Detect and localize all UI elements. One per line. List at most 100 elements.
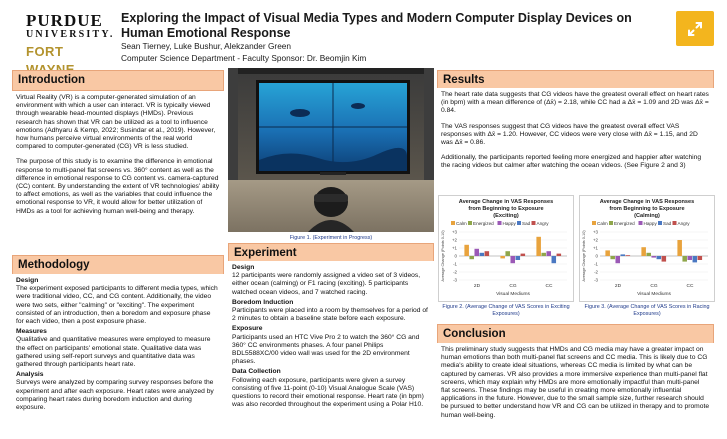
chart-title-line: (Exciting) [493,213,519,219]
bar-angry-cc [556,253,562,256]
experiment-photo-illustration [228,68,434,232]
poster-title: Exploring the Impact of Visual Media Typ… [121,11,632,40]
y-tick-label: +2 [452,238,458,243]
expand-button[interactable] [676,11,714,46]
x-tick-label: 2D [474,283,481,289]
logo-line-2: UNIVERSITY. [26,29,115,40]
y-tick-label: -3 [453,278,457,283]
legend-swatch-angry [531,221,536,225]
chart-title-line: from Beginning to Exposure [609,206,684,212]
bar-happy-cc [546,251,552,256]
bar-energized-2d [610,256,615,260]
y-tick-label: +2 [593,238,599,243]
results-paragraph-3: Additionally, the participants reported … [441,154,702,170]
bar-energized-2d [469,256,474,260]
legend-swatch-sad [658,221,662,225]
chart-title-line: (Calming) [634,213,660,219]
legend-label-sad: Sad [522,221,531,226]
y-tick-label: -1 [453,262,457,267]
experiment-design-title: Design [232,264,255,271]
methodology-measures-text: Qualitative and quantitative measures we… [16,336,211,369]
x-tick-label: CG [650,283,657,289]
legend-swatch-energized [468,221,472,225]
experiment-boredom-title: Boredom Induction [232,298,294,306]
figure-1-caption: Figure 1. (Experiment in Progress) [289,235,373,241]
legend-label-energized: Energized [614,221,635,226]
chart-exciting: Average Change in VAS Responses from Begi… [438,195,574,302]
bar-energized-cg [505,251,510,256]
experiment-data-title: Data Collection [232,368,281,376]
legend-swatch-happy [497,221,502,225]
introduction-body: Virtual Reality (VR) is a computer-gener… [12,91,224,251]
methodology-heading: Methodology [12,255,224,276]
legend-swatch-energized [609,221,613,225]
methodology-design-title: Design [16,277,39,284]
introduction-paragraph-2: The purpose of this study is to examine … [16,158,220,215]
y-tick-label: -2 [594,270,598,275]
conclusion-body: This preliminary study suggests that HMD… [437,343,714,435]
legend-label-calm: Calm [456,221,467,226]
x-tick-label: CG [509,283,516,289]
experiment-boredom-text: Participants were placed into a room by … [232,307,428,323]
conclusion-text: This preliminary study suggests that HMD… [441,346,710,419]
bar-happy-cg [510,256,516,264]
bar-happy-2d [615,256,621,264]
chart-title-line: from Beginning to Exposure [468,206,543,212]
methodology-measures-title: Measures [16,328,47,336]
results-paragraph-1: The heart rate data suggests that CG vid… [441,91,709,115]
x-tick-label: 2D [615,283,622,289]
bar-angry-2d [625,255,631,256]
y-tick-label: -2 [453,270,457,275]
legend-swatch-calm [592,221,596,225]
legend-label-happy: Happy [644,221,658,226]
y-tick-label: +1 [593,246,599,251]
methodology-analysis-text: Surveys were analyzed by comparing surve… [16,379,214,412]
bar-calm-cc [677,240,682,256]
bar-calm-cg [641,247,646,256]
legend-label-angry: Angry [678,221,691,226]
methodology-design-text: The experiment exposed participants to d… [16,285,218,326]
y-axis-label: Average Change (Points 0-10) [582,230,586,282]
expand-arrows-icon [688,21,702,36]
bar-sad-cc [692,256,698,263]
bar-sad-cg [515,256,521,260]
introduction-paragraph-1: Virtual Reality (VR) is a computer-gener… [16,94,216,151]
x-axis-label: Visual Mediums [496,291,530,297]
methodology-body: Design The experiment exposed participan… [12,274,224,434]
bar-happy-cc [687,256,693,260]
logo-line-1: PURDUE [26,11,103,30]
y-tick-label: +3 [593,230,599,235]
bar-energized-cc [541,252,546,256]
legend-swatch-calm [451,221,455,225]
y-tick-label: 0 [596,254,599,259]
y-tick-label: -3 [594,278,598,283]
bar-sad-2d [479,252,485,256]
x-tick-label: CC [546,283,553,289]
experiment-data-text: Following each exposure, participants we… [232,376,424,409]
bar-happy-2d [474,248,480,256]
experiment-exposure-text: Participants used an HTC Vive Pro 2 to w… [232,333,420,366]
y-tick-label: +3 [452,230,458,235]
bar-energized-cg [646,252,651,256]
bar-angry-cg [520,253,526,256]
bar-sad-cc [551,256,557,264]
legend-label-sad: Sad [663,221,672,226]
chart-calming: Average Change in VAS Responses from Begi… [579,195,715,302]
results-paragraph-2: The VAS responses suggest that CG videos… [441,122,698,147]
legend-label-angry: Angry [537,221,550,226]
bar-calm-cg [500,256,505,259]
experiment-design-text: 12 participants were randomly assigned a… [232,272,421,296]
experiment-exposure-title: Exposure [232,325,263,333]
x-tick-label: CC [687,283,694,289]
conclusion-heading: Conclusion [437,324,714,345]
legend-swatch-happy [638,221,643,225]
bar-calm-cc [536,236,541,256]
bar-happy-cg [651,256,657,258]
y-tick-label: 0 [455,254,458,259]
experiment-body: Design 12 participants were randomly ass… [228,261,434,435]
bar-sad-cg [656,256,662,260]
results-body: The heart rate data suggests that CG vid… [437,88,714,192]
bar-energized-cc [682,256,687,262]
